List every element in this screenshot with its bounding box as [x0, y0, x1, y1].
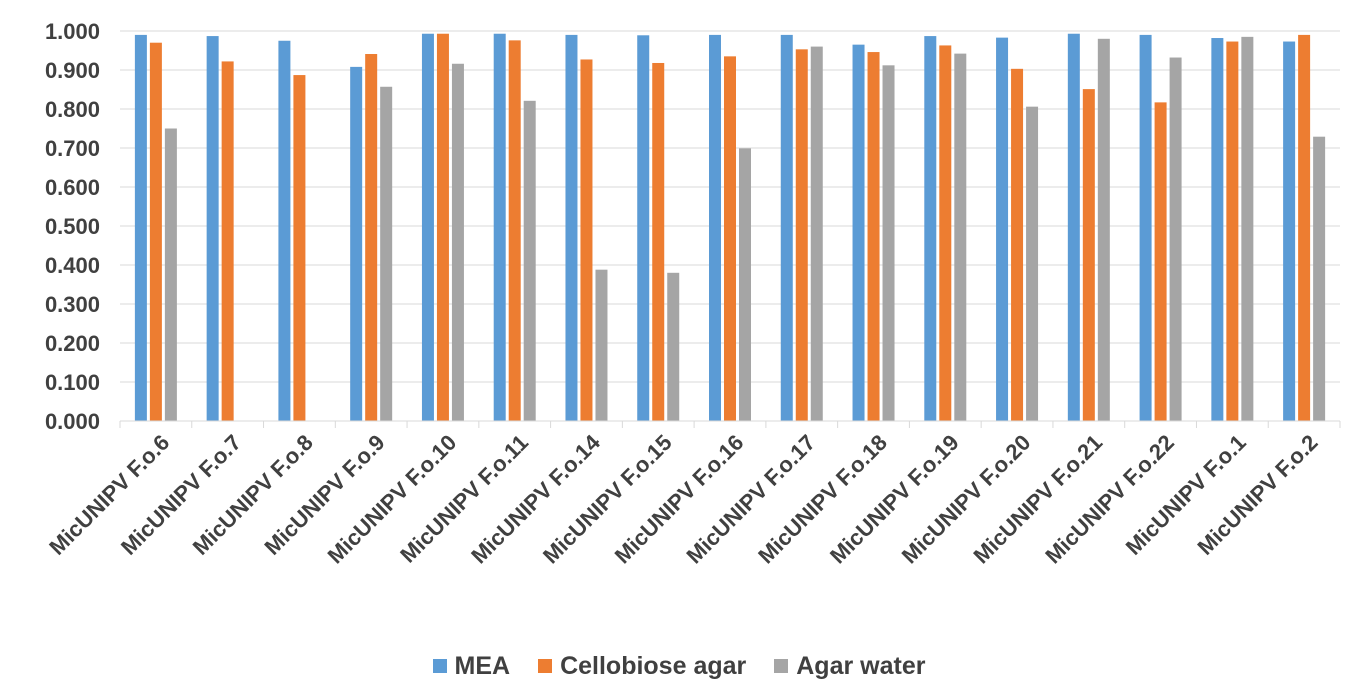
bar-mea — [134, 34, 147, 422]
bar-mea — [421, 33, 434, 421]
bar-cellobiose-agar — [365, 54, 378, 421]
bar-cellobiose-agar — [1011, 68, 1024, 421]
bar-cellobiose-agar — [221, 61, 234, 422]
x-tick-label: MicUNIPV F.o.15 — [538, 430, 677, 569]
bar-cellobiose-agar — [508, 40, 521, 422]
bar-mea — [493, 33, 506, 421]
legend-swatch — [774, 659, 789, 673]
bar-cellobiose-agar — [1082, 89, 1095, 422]
bar-agar-water — [595, 269, 608, 421]
y-tick-label: 0.500 — [45, 214, 100, 239]
legend-swatch — [538, 659, 553, 673]
x-tick-label: MicUNIPV F.o.10 — [323, 430, 462, 569]
bar-cellobiose-agar — [149, 42, 162, 421]
x-tick-label: MicUNIPV F.o.19 — [825, 430, 964, 569]
y-tick-label: 1.000 — [45, 19, 100, 44]
bar-mea — [1211, 38, 1224, 422]
y-tick-label: 0.000 — [45, 409, 100, 434]
legend-label: MEA — [454, 651, 511, 680]
x-tick-label: MicUNIPV F.o.18 — [753, 430, 892, 569]
y-tick-label: 0.400 — [45, 253, 100, 278]
bar-mea — [852, 44, 865, 422]
legend-label: Cellobiose agar — [560, 651, 747, 680]
x-tick-label: MicUNIPV F.o.7 — [116, 430, 246, 560]
y-tick-label: 0.700 — [45, 136, 100, 161]
bar-agar-water — [1026, 106, 1039, 421]
x-tick-label: MicUNIPV F.o.20 — [897, 430, 1036, 569]
bar-agar-water — [954, 53, 967, 422]
bar-cellobiose-agar — [436, 33, 449, 421]
bar-cellobiose-agar — [1154, 102, 1167, 422]
x-tick-label: MicUNIPV F.o.11 — [395, 430, 533, 568]
x-tick-label: MicUNIPV F.o.1 — [1121, 430, 1251, 560]
legend-item: Cellobiose agar — [538, 652, 746, 681]
legend-item: Agar water — [774, 652, 925, 681]
bar-cellobiose-agar — [795, 49, 808, 421]
bar-mea — [924, 36, 937, 421]
bar-cellobiose-agar — [724, 56, 736, 421]
bar-mea — [637, 35, 650, 421]
x-tick-label: MicUNIPV F.o.8 — [188, 430, 318, 560]
bar-agar-water — [523, 100, 536, 421]
bar-cellobiose-agar — [580, 59, 593, 421]
bar-mea — [278, 40, 291, 421]
y-tick-label: 0.100 — [45, 370, 100, 395]
bar-mea — [709, 34, 721, 422]
bar-agar-water — [380, 86, 393, 422]
x-tick-label: MicUNIPV F.o.22 — [1040, 430, 1179, 569]
bars — [134, 33, 1326, 422]
bar-agar-water — [1169, 57, 1182, 422]
bar-agar-water — [739, 148, 751, 421]
y-tick-label: 0.600 — [45, 175, 100, 200]
bar-agar-water — [1313, 136, 1326, 421]
x-tick-label: MicUNIPV F.o.16 — [610, 430, 749, 569]
x-tick-label: MicUNIPV F.o.14 — [466, 429, 605, 568]
y-tick-label: 0.200 — [45, 331, 100, 356]
legend: MEA Cellobiose agar Agar water — [0, 648, 1358, 684]
y-tick-label: 0.800 — [45, 97, 100, 122]
bar-agar-water — [667, 272, 680, 421]
bar-agar-water — [1097, 38, 1110, 422]
bar-cellobiose-agar — [293, 75, 306, 421]
bar-chart: 0.000 0.100 0.200 0.300 0.400 0.500 0.600 0.700… — [44, 19, 1341, 569]
bar-agar-water — [164, 128, 177, 421]
bar-mea — [206, 36, 219, 421]
bar-cellobiose-agar — [1226, 41, 1239, 421]
x-tick-label: MicUNIPV F.o.9 — [260, 430, 390, 560]
bar-cellobiose-agar — [1298, 34, 1311, 422]
bar-agar-water — [451, 63, 464, 421]
x-tick-label: MicUNIPV F.o.21 — [969, 430, 1108, 569]
legend-label: Agar water — [796, 651, 926, 680]
bar-mea — [780, 34, 793, 422]
legend-item: MEA — [432, 651, 511, 681]
bar-mea — [1139, 34, 1152, 422]
bar-mea — [565, 34, 578, 422]
x-tick-label: MicUNIPV F.o.2 — [1192, 430, 1322, 560]
y-tick-label: 0.900 — [45, 58, 100, 83]
x-tick-label: MicUNIPV F.o.6 — [44, 430, 174, 560]
legend-swatch — [432, 659, 447, 673]
y-tick-label: 0.300 — [45, 292, 100, 317]
bar-agar-water — [882, 65, 895, 421]
bar-agar-water — [810, 46, 823, 421]
bar-cellobiose-agar — [867, 52, 880, 422]
bar-agar-water — [1241, 36, 1254, 421]
bar-cellobiose-agar — [939, 45, 952, 422]
x-tick-label: MicUNIPV F.o.17 — [681, 430, 820, 569]
bar-mea — [996, 37, 1009, 421]
bar-mea — [1283, 41, 1296, 421]
y-axis: 0.000 0.100 0.200 0.300 0.400 0.500 0.600 0.700… — [45, 19, 100, 434]
bar-mea — [350, 66, 363, 421]
bar-cellobiose-agar — [652, 62, 665, 421]
bar-mea — [1067, 33, 1080, 421]
